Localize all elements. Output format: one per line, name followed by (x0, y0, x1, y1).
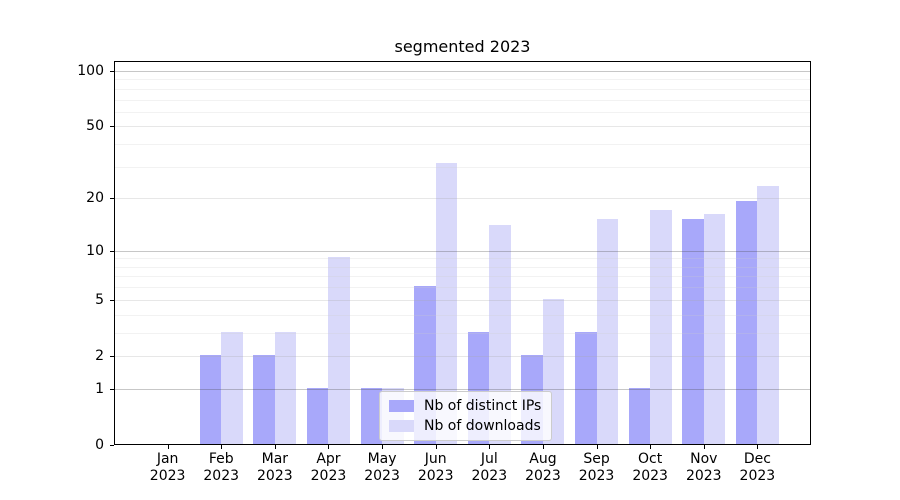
y-tick-mark-0 (110, 445, 114, 446)
grid-line-5 (115, 299, 810, 301)
legend-label-downloads: Nb of downloads (424, 418, 541, 434)
bar-ips-sep (575, 331, 597, 444)
x-tick-label-sep: Sep 2023 (578, 451, 615, 484)
x-tick-mark-may (382, 445, 384, 449)
legend-item-downloads: Nb of downloads (389, 418, 541, 434)
legend-swatch-distinct-ips (389, 400, 414, 412)
x-tick-mark-jun (435, 445, 437, 449)
x-tick-mark-feb (221, 445, 223, 449)
y-tick-label-50: 50 (86, 118, 104, 135)
x-tick-mark-apr (328, 445, 330, 449)
grid-line-20 (115, 198, 810, 200)
x-tick-label-feb: Feb 2023 (203, 451, 240, 484)
y-tick-mark-5 (110, 299, 114, 301)
x-tick-mark-nov (703, 445, 705, 449)
grid-line-60 (115, 111, 810, 113)
y-tick-mark-2 (110, 355, 114, 357)
chart-title: segmented 2023 (394, 37, 531, 56)
x-tick-label-may: May 2023 (364, 451, 400, 484)
grid-line-80 (115, 88, 810, 90)
x-tick-label-dec: Dec 2023 (739, 451, 776, 484)
bar-ips-may (360, 387, 383, 444)
grid-line-10 (115, 250, 810, 252)
y-tick-label-2: 2 (95, 347, 104, 364)
legend: Nb of distinct IPs Nb of downloads (379, 391, 553, 441)
grid-line-30 (115, 166, 810, 168)
y-tick-mark-50 (110, 126, 114, 128)
bar-downloads-jun (435, 163, 458, 444)
x-tick-mark-oct (650, 445, 652, 449)
bar-ips-dec (735, 201, 758, 444)
x-tick-label-aug: Aug 2023 (525, 451, 561, 484)
plot-area: Nb of distinct IPs Nb of downloads (114, 61, 811, 445)
x-tick-label-mar: Mar 2023 (257, 451, 293, 484)
x-tick-mark-jan (167, 445, 169, 449)
grid-line-4 (115, 314, 810, 316)
x-tick-label-oct: Oct 2023 (632, 451, 668, 484)
bar-downloads-feb (221, 331, 243, 444)
grid-line-40 (115, 144, 810, 146)
y-tick-mark-20 (110, 198, 114, 200)
y-tick-mark-10 (110, 250, 114, 252)
bar-ips-mar (253, 354, 275, 444)
x-tick-label-apr: Apr 2023 (310, 451, 347, 484)
y-tick-label-1: 1 (95, 380, 104, 397)
y-tick-label-5: 5 (95, 291, 104, 308)
grid-line-1 (115, 388, 810, 390)
y-tick-label-100: 100 (77, 62, 104, 79)
x-tick-mark-dec (757, 445, 759, 449)
bar-downloads-jul (489, 224, 511, 444)
grid-line-2 (115, 355, 810, 357)
legend-item-distinct-ips: Nb of distinct IPs (389, 398, 541, 414)
grid-line-9 (115, 258, 810, 260)
grid-layer (115, 62, 810, 444)
legend-swatch-downloads (389, 420, 414, 432)
bar-downloads-dec (757, 186, 779, 444)
y-tick-label-20: 20 (86, 190, 104, 207)
grid-line-8 (115, 266, 810, 268)
legend-label-distinct-ips: Nb of distinct IPs (424, 398, 542, 414)
x-tick-mark-jul (489, 445, 491, 449)
grid-line-3 (115, 332, 810, 334)
grid-line-100 (115, 70, 810, 72)
bar-ips-oct (628, 387, 651, 444)
x-tick-label-nov: Nov 2023 (685, 451, 722, 484)
y-tick-mark-100 (110, 70, 114, 72)
grid-line-7 (115, 276, 810, 278)
grid-line-90 (115, 79, 810, 81)
y-tick-label-0: 0 (95, 437, 104, 453)
bar-downloads-apr (328, 257, 350, 444)
bar-ips-apr (307, 387, 329, 444)
bar-ips-nov (682, 219, 704, 444)
x-tick-mark-aug (542, 445, 544, 449)
grid-line-50 (115, 126, 810, 128)
bar-downloads-sep (596, 219, 618, 444)
bar-downloads-mar (274, 331, 297, 444)
x-tick-label-jan: Jan 2023 (149, 451, 186, 484)
x-tick-label-jun: Jun 2023 (417, 451, 454, 484)
y-tick-mark-1 (110, 388, 114, 390)
bar-downloads-oct (650, 209, 672, 444)
grid-line-6 (115, 287, 810, 289)
y-tick-label-10: 10 (86, 242, 104, 259)
x-tick-label-jul: Jul 2023 (471, 451, 508, 484)
grid-line-70 (115, 99, 810, 101)
x-tick-mark-mar (274, 445, 276, 449)
bar-downloads-nov (703, 214, 726, 444)
bar-ips-feb (199, 354, 222, 444)
x-tick-mark-sep (596, 445, 598, 449)
